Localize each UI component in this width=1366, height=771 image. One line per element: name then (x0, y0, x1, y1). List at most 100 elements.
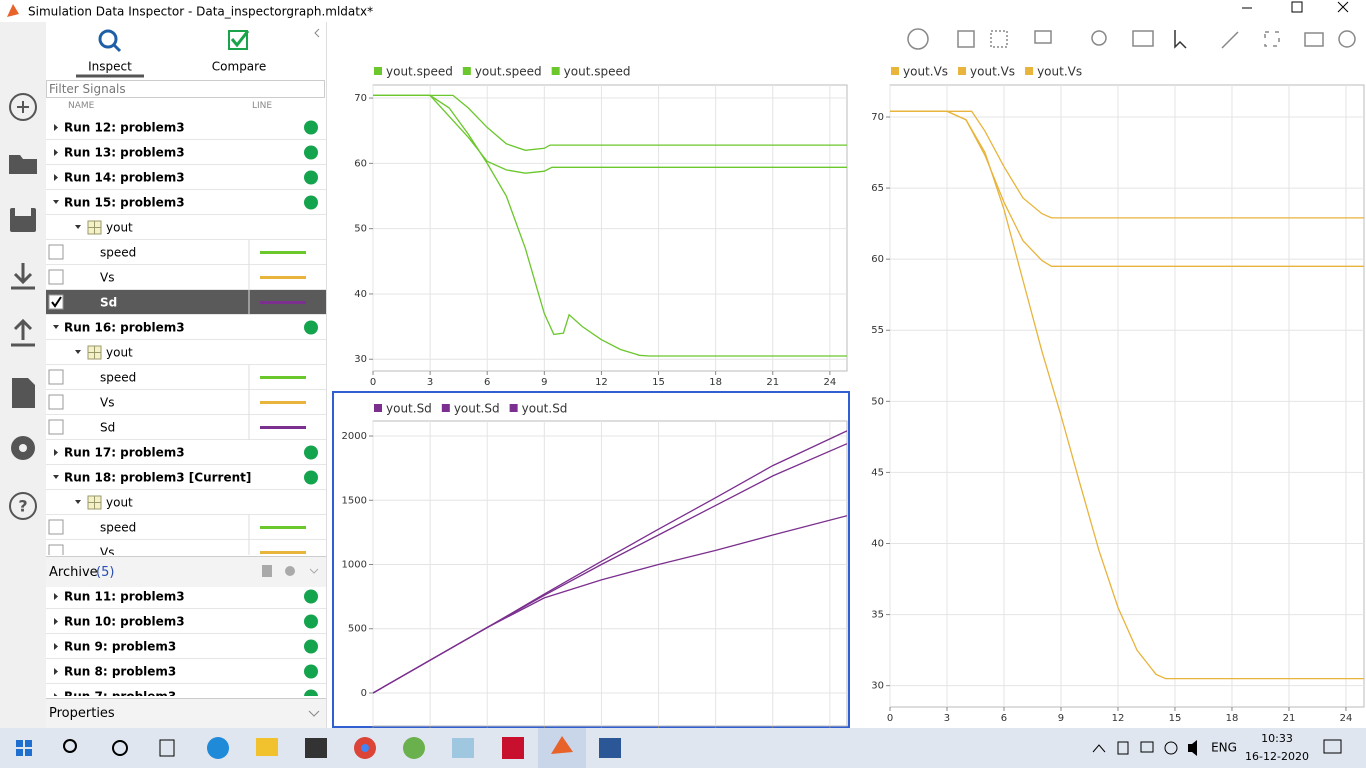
signal-row[interactable]: speed (46, 365, 326, 390)
export-icon[interactable] (11, 318, 35, 347)
report-icon[interactable] (12, 378, 35, 408)
run-row[interactable]: Run 12: problem3 (46, 115, 326, 140)
run-label[interactable]: Run 12: problem3 (64, 121, 185, 135)
start-button[interactable] (16, 740, 32, 756)
signal-label[interactable]: speed (100, 371, 136, 385)
play-button[interactable] (907, 28, 929, 50)
expand-arrow[interactable] (54, 643, 58, 650)
signal-label[interactable]: speed (100, 521, 136, 535)
notes-app[interactable] (452, 738, 474, 758)
run-row[interactable]: Run 8: problem3 (46, 659, 326, 684)
snapshot-button[interactable] (1304, 32, 1324, 47)
search-button[interactable] (63, 739, 77, 753)
archive-collapse[interactable] (309, 568, 319, 574)
store-app[interactable] (305, 738, 327, 758)
run-row[interactable]: Run 10: problem3 (46, 609, 326, 634)
expand-arrow[interactable] (53, 475, 59, 479)
zoom-button[interactable] (1091, 30, 1107, 46)
signal-checkbox[interactable] (48, 544, 64, 555)
run-label[interactable]: Run 8: problem3 (64, 665, 176, 679)
signal-row[interactable]: Sd (46, 415, 326, 440)
expand-arrow[interactable] (54, 174, 58, 181)
word-app[interactable] (599, 738, 621, 758)
run-row[interactable]: Run 13: problem3 (46, 140, 326, 165)
run-row[interactable]: Run 17: problem3 (46, 440, 326, 465)
collapse-panel[interactable] (314, 28, 320, 38)
group-row[interactable]: yout (46, 340, 326, 365)
expand-arrow[interactable] (53, 325, 59, 329)
signal-checkbox[interactable] (48, 419, 64, 435)
expand-arrow[interactable] (75, 225, 81, 229)
tab-compare[interactable]: Compare (212, 60, 266, 74)
notifications-button[interactable] (1323, 739, 1342, 754)
signal-checkbox[interactable] (48, 269, 64, 285)
run-label[interactable]: Run 7: problem3 (64, 690, 176, 697)
expand-arrow[interactable] (54, 693, 58, 696)
expand-arrow[interactable] (54, 593, 58, 600)
run-row[interactable]: Run 14: problem3 (46, 165, 326, 190)
tray-volume[interactable] (1188, 740, 1197, 756)
run-row[interactable]: Run 9: problem3 (46, 634, 326, 659)
signal-row[interactable]: speed (46, 515, 326, 540)
signal-checkbox[interactable] (48, 369, 64, 385)
signal-label[interactable]: Vs (100, 396, 114, 410)
tray-network[interactable] (1164, 741, 1178, 755)
delete-icon[interactable] (262, 565, 272, 577)
archive-settings-icon[interactable] (285, 566, 295, 576)
fit-button[interactable] (1132, 30, 1154, 47)
group-row[interactable]: yout (46, 490, 326, 515)
run-label[interactable]: Run 9: problem3 (64, 640, 176, 654)
signal-checkbox[interactable] (48, 519, 64, 535)
run-label[interactable]: Run 14: problem3 (64, 171, 185, 185)
signal-checkbox[interactable] (48, 244, 64, 260)
expand-arrow[interactable] (53, 200, 59, 204)
signal-label[interactable]: Sd (100, 421, 115, 435)
signal-label[interactable]: speed (100, 246, 136, 260)
run-row[interactable]: Run 11: problem3 (46, 584, 326, 609)
signal-label[interactable]: Sd (100, 296, 117, 310)
signal-row[interactable]: Vs (46, 265, 326, 290)
expand-arrow[interactable] (75, 500, 81, 504)
signal-label[interactable]: Vs (100, 271, 114, 285)
run-label[interactable]: Run 13: problem3 (64, 146, 185, 160)
grid-button[interactable] (990, 30, 1008, 48)
run-label[interactable]: Run 18: problem3 [Current] (64, 471, 251, 485)
help-icon[interactable] (9, 492, 37, 520)
expand-button[interactable] (1221, 31, 1239, 49)
maximize-button[interactable] (1291, 1, 1303, 13)
signal-row[interactable]: Sd (46, 290, 326, 315)
fullscreen-button[interactable] (1264, 31, 1280, 47)
signal-label[interactable]: Vs (100, 546, 114, 556)
task-view-button[interactable] (159, 739, 175, 757)
clock-date[interactable]: 16-12-2020 (1245, 750, 1309, 763)
clock-time[interactable]: 10:33 (1261, 732, 1293, 745)
run-label[interactable]: Run 17: problem3 (64, 446, 185, 460)
close-button[interactable] (1337, 1, 1349, 13)
tray-icon[interactable] (1117, 741, 1129, 755)
expand-arrow[interactable] (54, 618, 58, 625)
acrobat-app[interactable] (502, 737, 524, 759)
run-row[interactable]: Run 18: problem3 [Current] (46, 465, 326, 490)
expand-arrow[interactable] (54, 668, 58, 675)
expand-arrow[interactable] (54, 124, 58, 131)
view-button[interactable] (1034, 30, 1052, 44)
expand-arrow[interactable] (54, 149, 58, 156)
run-label[interactable]: Run 10: problem3 (64, 615, 185, 629)
run-label[interactable]: Run 15: problem3 (64, 196, 185, 210)
expand-arrow[interactable] (54, 449, 58, 456)
utorrent-app[interactable] (403, 737, 425, 759)
group-row[interactable]: yout (46, 215, 326, 240)
run-row[interactable]: Run 7: problem3 (46, 684, 326, 696)
signal-row[interactable]: speed (46, 240, 326, 265)
run-row[interactable]: Run 15: problem3 (46, 190, 326, 215)
new-icon[interactable] (9, 93, 37, 121)
signal-row[interactable]: Vs (46, 390, 326, 415)
filter-box[interactable]: Filter Signals (46, 80, 325, 98)
cursor-button[interactable] (1174, 30, 1187, 49)
tray-icon[interactable] (1140, 741, 1154, 753)
tab-inspect[interactable]: Inspect (88, 60, 132, 74)
import-icon[interactable] (11, 263, 35, 290)
edge-app[interactable] (207, 737, 229, 759)
explorer-app[interactable] (256, 738, 278, 756)
run-label[interactable]: Run 11: problem3 (64, 590, 185, 604)
